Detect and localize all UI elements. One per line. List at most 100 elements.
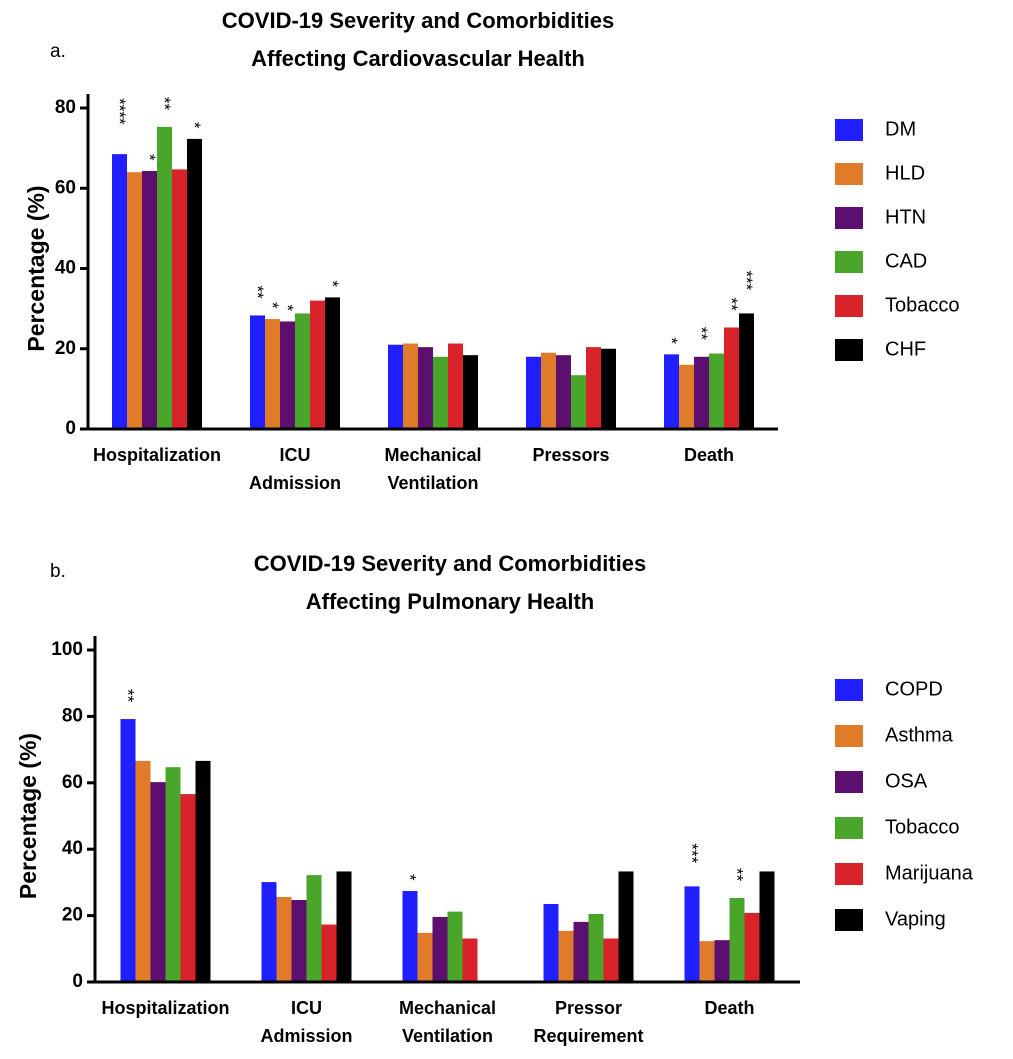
bar — [187, 138, 202, 430]
legend-swatch — [835, 679, 863, 701]
legend-label: CAD — [885, 250, 927, 272]
x-tick-label: Ventilation — [387, 473, 478, 493]
legend-swatch — [835, 817, 863, 839]
chart-title: Affecting Pulmonary Health — [306, 589, 594, 614]
legend-label: COPD — [885, 678, 943, 700]
bar — [759, 871, 775, 982]
bar — [447, 911, 463, 982]
bar — [310, 300, 325, 429]
legend-swatch — [835, 119, 863, 141]
significance-marker: * — [263, 302, 282, 309]
bar — [714, 940, 730, 982]
bar — [603, 938, 619, 982]
y-tick-label: 80 — [55, 97, 76, 118]
bar — [462, 938, 478, 982]
legend-label: Asthma — [885, 724, 954, 746]
bar — [543, 903, 559, 982]
y-axis-label: Percentage (%) — [15, 733, 41, 899]
bar — [276, 897, 292, 982]
x-tick-label: ICU — [291, 998, 322, 1018]
x-tick-label: Death — [704, 998, 754, 1018]
legend-label: CHF — [885, 338, 926, 360]
bar — [336, 871, 352, 982]
legend-label: HLD — [885, 162, 925, 184]
bar — [541, 352, 556, 429]
bar — [165, 767, 181, 982]
bar — [325, 297, 340, 429]
significance-marker: **** — [110, 98, 129, 125]
panel-label: a. — [50, 41, 66, 62]
bar — [280, 321, 295, 429]
bar — [127, 172, 142, 429]
bar — [739, 313, 754, 429]
bar — [586, 347, 601, 429]
x-tick-label: Hospitalization — [93, 445, 221, 465]
x-tick-label: Requirement — [533, 1026, 643, 1046]
bar — [432, 916, 448, 982]
significance-marker: ** — [722, 297, 741, 311]
bar — [172, 169, 187, 430]
legend-label: Vaping — [885, 908, 946, 930]
bar — [571, 375, 586, 429]
significance-marker: * — [185, 122, 204, 129]
bar — [195, 760, 211, 982]
significance-marker: ** — [728, 868, 747, 882]
x-tick-label: Ventilation — [402, 1026, 493, 1046]
bar — [261, 882, 277, 982]
y-tick-label: 20 — [62, 905, 83, 926]
x-tick-label: Pressors — [532, 445, 609, 465]
y-tick-label: 60 — [55, 177, 76, 198]
bar — [142, 170, 157, 429]
bar — [306, 875, 322, 982]
bar — [388, 344, 403, 429]
bar — [433, 356, 448, 429]
legend-label: DM — [885, 118, 916, 140]
bar — [291, 899, 307, 982]
bar — [150, 782, 166, 982]
bar — [601, 348, 616, 429]
bar — [448, 343, 463, 429]
legend-label: OSA — [885, 770, 928, 792]
bar — [112, 154, 127, 430]
bar — [724, 327, 739, 429]
legend-swatch — [835, 207, 863, 229]
bar — [321, 924, 337, 982]
bar — [573, 921, 589, 982]
bar — [558, 930, 574, 982]
bar — [135, 760, 151, 982]
significance-marker: ** — [155, 97, 174, 111]
legend-swatch — [835, 725, 863, 747]
chart-title: COVID-19 Severity and Comorbidities — [254, 551, 646, 576]
y-tick-label: 0 — [72, 971, 83, 992]
significance-marker: * — [278, 304, 297, 311]
bar — [403, 343, 418, 429]
bar — [694, 356, 709, 429]
legend-swatch — [835, 909, 863, 931]
significance-marker: * — [401, 874, 420, 881]
significance-marker: * — [140, 154, 159, 161]
bar — [709, 353, 724, 429]
bar — [418, 347, 433, 429]
x-tick-label: ICU — [280, 445, 311, 465]
x-tick-label: Death — [684, 445, 734, 465]
bar — [250, 315, 265, 429]
y-tick-label: 40 — [55, 258, 76, 279]
bar — [526, 356, 541, 429]
bar — [699, 941, 715, 982]
x-tick-label: Admission — [249, 473, 341, 493]
panel-label: b. — [50, 561, 66, 582]
y-tick-label: 40 — [62, 838, 83, 859]
legend-swatch — [835, 251, 863, 273]
significance-marker: * — [662, 337, 681, 344]
x-tick-label: Admission — [260, 1026, 352, 1046]
x-tick-label: Pressor — [555, 998, 622, 1018]
bar — [463, 355, 478, 429]
legend-swatch — [835, 771, 863, 793]
bar — [618, 871, 634, 982]
y-tick-label: 100 — [51, 639, 83, 660]
bar — [744, 912, 760, 982]
x-tick-label: Mechanical — [384, 445, 481, 465]
legend-label: HTN — [885, 206, 926, 228]
bar — [729, 898, 745, 982]
